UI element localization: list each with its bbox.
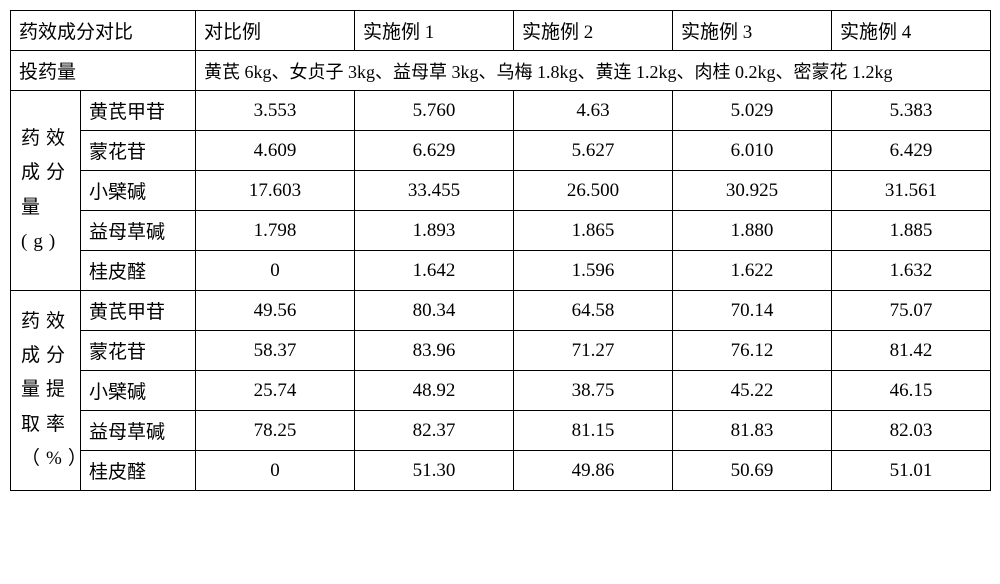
row-name: 桂皮醛 <box>81 251 196 291</box>
cell: 31.561 <box>832 171 991 211</box>
cell: 50.69 <box>673 451 832 491</box>
cell: 45.22 <box>673 371 832 411</box>
header-c6: 实施例 4 <box>832 11 991 51</box>
cell: 33.455 <box>355 171 514 211</box>
row-name: 益母草碱 <box>81 411 196 451</box>
group1-label: 药效成分量(g) <box>11 91 81 291</box>
cell: 6.629 <box>355 131 514 171</box>
table-row: 蒙花苷 4.609 6.629 5.627 6.010 6.429 <box>11 131 991 171</box>
cell: 49.56 <box>196 291 355 331</box>
cell: 1.865 <box>514 211 673 251</box>
table-row: 蒙花苷 58.37 83.96 71.27 76.12 81.42 <box>11 331 991 371</box>
row-name: 蒙花苷 <box>81 331 196 371</box>
row-name: 小檗碱 <box>81 171 196 211</box>
row-name: 小檗碱 <box>81 371 196 411</box>
cell: 4.609 <box>196 131 355 171</box>
header-c2: 对比例 <box>196 11 355 51</box>
cell: 1.642 <box>355 251 514 291</box>
cell: 83.96 <box>355 331 514 371</box>
dosage-label: 投药量 <box>11 51 196 91</box>
cell: 17.603 <box>196 171 355 211</box>
cell: 6.429 <box>832 131 991 171</box>
header-c5: 实施例 3 <box>673 11 832 51</box>
cell: 82.37 <box>355 411 514 451</box>
cell: 1.632 <box>832 251 991 291</box>
cell: 4.63 <box>514 91 673 131</box>
cell: 75.07 <box>832 291 991 331</box>
header-row: 药效成分对比 对比例 实施例 1 实施例 2 实施例 3 实施例 4 <box>11 11 991 51</box>
table-row: 桂皮醛 0 51.30 49.86 50.69 51.01 <box>11 451 991 491</box>
cell: 6.010 <box>673 131 832 171</box>
cell: 3.553 <box>196 91 355 131</box>
cell: 1.596 <box>514 251 673 291</box>
dosage-value: 黄芪 6kg、女贞子 3kg、益母草 3kg、乌梅 1.8kg、黄连 1.2kg… <box>196 51 991 91</box>
cell: 48.92 <box>355 371 514 411</box>
table-row: 益母草碱 1.798 1.893 1.865 1.880 1.885 <box>11 211 991 251</box>
cell: 5.627 <box>514 131 673 171</box>
table-row: 益母草碱 78.25 82.37 81.15 81.83 82.03 <box>11 411 991 451</box>
cell: 49.86 <box>514 451 673 491</box>
cell: 51.30 <box>355 451 514 491</box>
cell: 38.75 <box>514 371 673 411</box>
cell: 46.15 <box>832 371 991 411</box>
table-row: 小檗碱 25.74 48.92 38.75 45.22 46.15 <box>11 371 991 411</box>
cell: 70.14 <box>673 291 832 331</box>
cell: 5.029 <box>673 91 832 131</box>
cell: 1.885 <box>832 211 991 251</box>
cell: 1.798 <box>196 211 355 251</box>
cell: 82.03 <box>832 411 991 451</box>
header-c3: 实施例 1 <box>355 11 514 51</box>
cell: 25.74 <box>196 371 355 411</box>
cell: 80.34 <box>355 291 514 331</box>
cell: 30.925 <box>673 171 832 211</box>
cell: 1.893 <box>355 211 514 251</box>
cell: 81.83 <box>673 411 832 451</box>
table-row: 桂皮醛 0 1.642 1.596 1.622 1.632 <box>11 251 991 291</box>
header-c4: 实施例 2 <box>514 11 673 51</box>
row-name: 蒙花苷 <box>81 131 196 171</box>
table-row: 药效成分量提取率（%） 黄芪甲苷 49.56 80.34 64.58 70.14… <box>11 291 991 331</box>
cell: 81.42 <box>832 331 991 371</box>
cell: 71.27 <box>514 331 673 371</box>
cell: 1.880 <box>673 211 832 251</box>
cell: 76.12 <box>673 331 832 371</box>
dosage-row: 投药量 黄芪 6kg、女贞子 3kg、益母草 3kg、乌梅 1.8kg、黄连 1… <box>11 51 991 91</box>
header-c1: 药效成分对比 <box>11 11 196 51</box>
table-row: 药效成分量(g) 黄芪甲苷 3.553 5.760 4.63 5.029 5.3… <box>11 91 991 131</box>
row-name: 桂皮醛 <box>81 451 196 491</box>
cell: 5.383 <box>832 91 991 131</box>
cell: 26.500 <box>514 171 673 211</box>
cell: 64.58 <box>514 291 673 331</box>
cell: 1.622 <box>673 251 832 291</box>
cell: 5.760 <box>355 91 514 131</box>
cell: 58.37 <box>196 331 355 371</box>
data-table: 药效成分对比 对比例 实施例 1 实施例 2 实施例 3 实施例 4 投药量 黄… <box>10 10 991 491</box>
row-name: 黄芪甲苷 <box>81 91 196 131</box>
cell: 0 <box>196 251 355 291</box>
table-row: 小檗碱 17.603 33.455 26.500 30.925 31.561 <box>11 171 991 211</box>
cell: 51.01 <box>832 451 991 491</box>
cell: 0 <box>196 451 355 491</box>
cell: 78.25 <box>196 411 355 451</box>
cell: 81.15 <box>514 411 673 451</box>
row-name: 益母草碱 <box>81 211 196 251</box>
row-name: 黄芪甲苷 <box>81 291 196 331</box>
group2-label: 药效成分量提取率（%） <box>11 291 81 491</box>
